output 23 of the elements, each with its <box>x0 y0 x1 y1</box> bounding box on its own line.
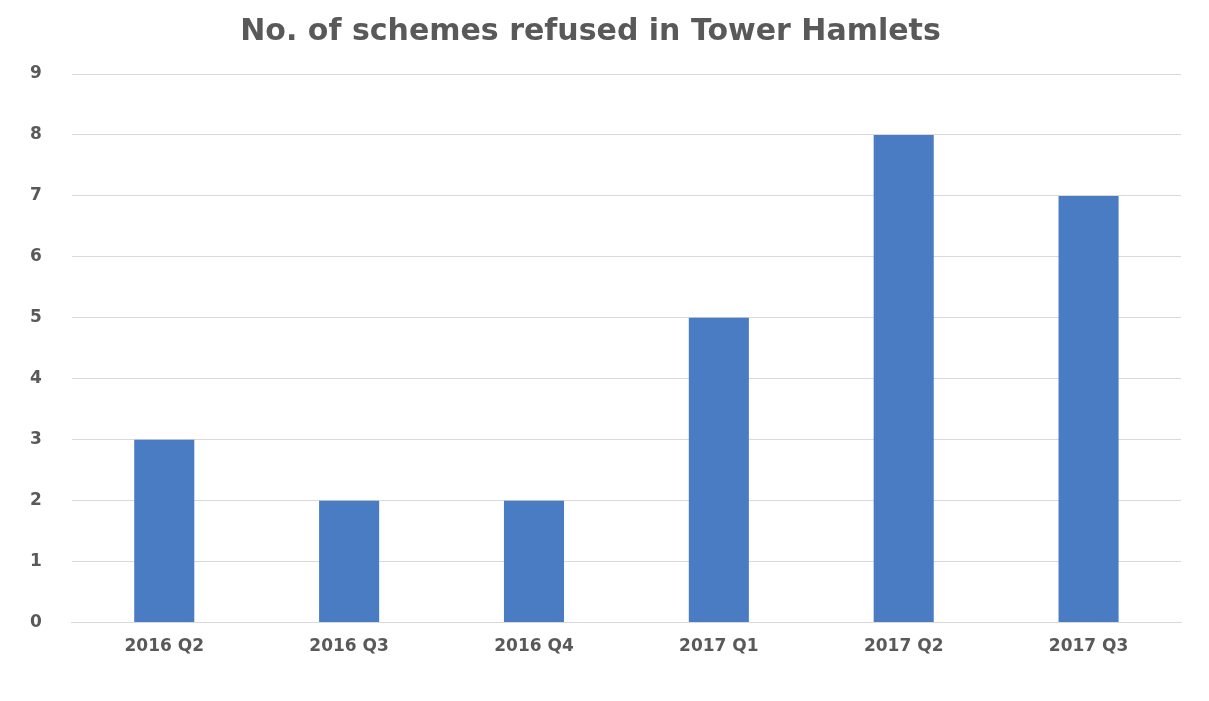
y-tick-label: 0 <box>29 611 42 632</box>
bar <box>688 317 749 623</box>
x-tick-label: 2016 Q4 <box>494 635 574 656</box>
bar <box>1058 195 1119 623</box>
bar <box>503 500 565 623</box>
bar <box>873 134 934 623</box>
chart-title: No. of schemes refused in Tower Hamlets <box>240 11 941 47</box>
y-tick-label: 8 <box>29 123 42 144</box>
bar <box>134 439 195 623</box>
x-tick-label: 2016 Q2 <box>124 635 205 656</box>
x-tick-label: 2016 Q3 <box>309 635 389 656</box>
bar <box>319 500 380 623</box>
y-tick-label: 5 <box>29 306 42 327</box>
y-tick-label: 4 <box>29 367 42 388</box>
y-tick-label: 9 <box>29 62 42 83</box>
y-tick-label: 3 <box>29 428 42 449</box>
x-tick-label: 2017 Q2 <box>863 635 944 656</box>
y-tick-label: 7 <box>29 184 42 205</box>
x-tick-label: 2017 Q3 <box>1048 635 1129 656</box>
y-tick-label: 6 <box>29 245 42 266</box>
x-tick-label: 2017 Q1 <box>679 635 759 656</box>
y-tick-label: 1 <box>29 550 42 571</box>
y-tick-label: 2 <box>29 489 42 510</box>
